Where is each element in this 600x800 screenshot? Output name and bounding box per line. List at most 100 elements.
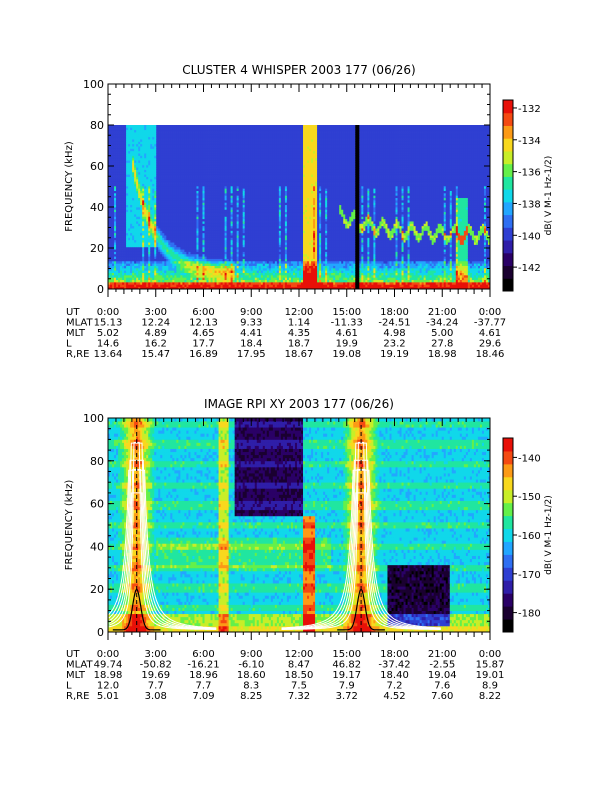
colorbar-tick-label: -160 — [518, 531, 541, 542]
row-value: 19.17 — [332, 670, 361, 681]
row-label: MLT — [66, 328, 86, 339]
row-value: 23.2 — [383, 339, 405, 350]
colorbar-tick-label: -142 — [518, 263, 541, 274]
colorbar-tick-label: -132 — [518, 104, 541, 115]
row-value: -24.51 — [378, 318, 410, 329]
row-value: 0:00 — [97, 649, 119, 660]
row-value: 7.09 — [192, 691, 214, 702]
row-value: 9:00 — [240, 649, 262, 660]
row-value: 17.95 — [237, 349, 266, 360]
row-value: 0:00 — [479, 649, 501, 660]
row-value: 17.7 — [192, 339, 214, 350]
y-tick-label: 60 — [90, 160, 104, 173]
row-value: -6.10 — [238, 660, 264, 671]
row-value: 3.08 — [145, 691, 167, 702]
colorbar-tick-label: -140 — [518, 231, 541, 242]
row-value: 12.13 — [189, 318, 218, 329]
row-value: 8.22 — [479, 691, 501, 702]
row-value: 4.89 — [145, 328, 167, 339]
row-value: 46.82 — [332, 660, 361, 671]
row-value: 5.01 — [97, 691, 119, 702]
row-value: 8.25 — [240, 691, 262, 702]
row-value: 7.5 — [291, 681, 307, 692]
row-value: -34.24 — [426, 318, 458, 329]
row-value: 4.98 — [383, 328, 405, 339]
row-value: 5.02 — [97, 328, 119, 339]
row-value: 4.61 — [479, 328, 501, 339]
colorbar-tick-label: -150 — [518, 492, 541, 503]
row-value: 9.33 — [240, 318, 262, 329]
row-label: MLT — [66, 670, 86, 681]
y-tick-label: 0 — [97, 626, 104, 639]
row-value: 18.67 — [285, 349, 314, 360]
row-value: 5.00 — [431, 328, 453, 339]
row-value: 4.52 — [383, 691, 405, 702]
y-tick-label: 40 — [90, 201, 104, 214]
row-value: 6:00 — [192, 307, 214, 318]
row-label: R,RE — [66, 349, 89, 360]
row-value: 21:00 — [428, 307, 457, 318]
row-value: 19.01 — [476, 670, 505, 681]
row-value: 21:00 — [428, 649, 457, 660]
row-value: 8.3 — [243, 681, 259, 692]
row-label: UT — [66, 649, 80, 660]
x-label-rows: UT 0:00 3:00 6:00 9:00 12:00 15:00 18:00 21:00 0:… — [66, 307, 506, 360]
row-value: 12:00 — [285, 307, 314, 318]
row-value: 18.40 — [380, 670, 409, 681]
row-value: 18.98 — [94, 670, 123, 681]
row-value: -11.33 — [331, 318, 363, 329]
row-value: 18:00 — [380, 649, 409, 660]
row-value: 18.7 — [288, 339, 310, 350]
row-value: 15.13 — [94, 318, 123, 329]
y-tick-label: 40 — [90, 540, 104, 553]
row-label: L — [66, 339, 72, 350]
row-value: 0:00 — [97, 307, 119, 318]
row-value: 19.9 — [336, 339, 358, 350]
x-label-rows: UT 0:00 3:00 6:00 9:00 12:00 15:00 18:00 21:00 0:… — [66, 649, 504, 702]
row-value: 18:00 — [380, 307, 409, 318]
row-value: 6:00 — [192, 649, 214, 660]
row-value: 4.35 — [288, 328, 310, 339]
row-value: 15:00 — [332, 649, 361, 660]
y-tick-label: 80 — [90, 455, 104, 468]
row-value: 18.60 — [237, 670, 266, 681]
colorbar-tick-label: -138 — [518, 199, 541, 210]
spectrogram-image — [108, 125, 490, 289]
row-value: 7.9 — [339, 681, 355, 692]
row-value: 7.6 — [434, 681, 450, 692]
panel-title: IMAGE RPI XY 2003 177 (06/26) — [204, 397, 394, 411]
colorbar-tick-label: -140 — [518, 453, 541, 464]
row-value: 49.74 — [94, 660, 123, 671]
row-label: MLAT — [66, 318, 93, 329]
colorbar-label: dB( V M-1 Hz-1/2) — [544, 156, 554, 236]
y-tick-label: 80 — [90, 119, 104, 132]
row-value: 4.65 — [192, 328, 214, 339]
row-label: R,RE — [66, 691, 89, 702]
row-value: 4.41 — [240, 328, 262, 339]
y-tick-label: 60 — [90, 498, 104, 511]
row-value: 3.72 — [336, 691, 358, 702]
row-value: 14.6 — [97, 339, 119, 350]
row-value: -37.77 — [474, 318, 506, 329]
spectrogram-panel-1: CLUSTER 4 WHISPER 2003 177 (06/26)020406… — [64, 63, 554, 360]
row-value: 13.64 — [94, 349, 123, 360]
row-value: 12.24 — [141, 318, 170, 329]
row-value: 15.87 — [476, 660, 505, 671]
row-value: 8.47 — [288, 660, 310, 671]
row-value: 19.08 — [332, 349, 361, 360]
colorbar-tick-label: -180 — [518, 609, 541, 620]
row-value: 16.89 — [189, 349, 218, 360]
row-label: MLAT — [66, 660, 93, 671]
row-value: -16.21 — [187, 660, 219, 671]
y-axis-label: FREQUENCY (kHz) — [64, 480, 75, 571]
row-value: 7.7 — [196, 681, 212, 692]
row-value: 3:00 — [145, 307, 167, 318]
row-value: -2.55 — [429, 660, 455, 671]
row-value: 3:00 — [145, 649, 167, 660]
row-value: 7.2 — [387, 681, 403, 692]
row-value: 27.8 — [431, 339, 453, 350]
colorbar-tick-label: -134 — [518, 136, 541, 147]
row-value: 7.32 — [288, 691, 310, 702]
